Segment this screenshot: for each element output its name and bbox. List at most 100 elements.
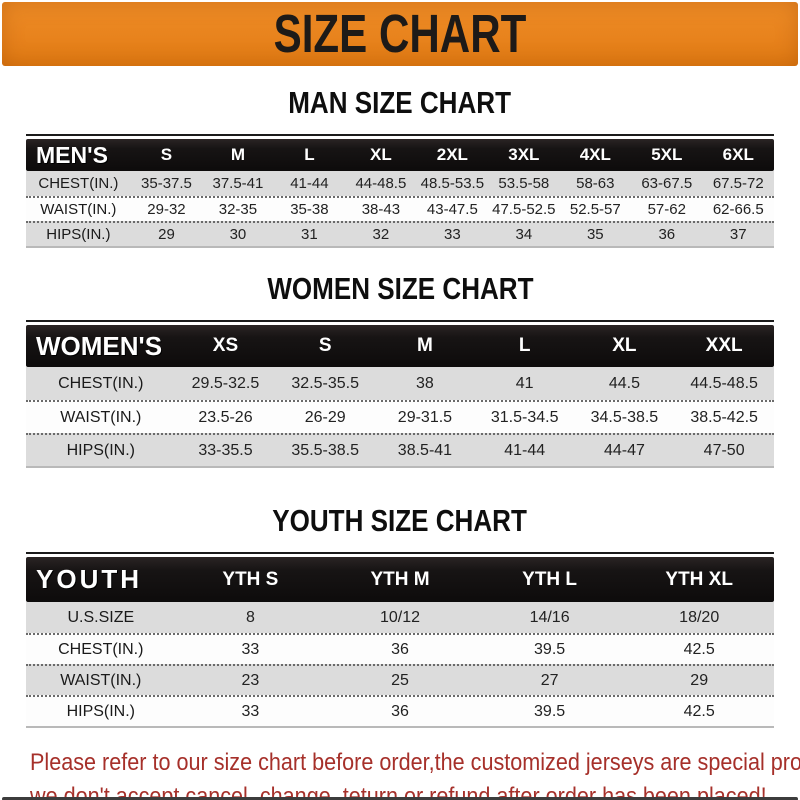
row-label: HIPS(IN.) (66, 441, 136, 459)
column-header: YTH M (370, 568, 430, 590)
table-cell: 44.5-48.5 (690, 374, 758, 392)
table-cell: 35 (586, 226, 604, 244)
size-chart-banner: SIZE CHART (2, 2, 798, 66)
table-cell: 33 (241, 702, 260, 720)
men-section-title-text: MAN SIZE CHART (288, 85, 512, 120)
table-cell: 29 (690, 671, 709, 689)
men-size-table: MEN'S S M L XL 2XL 3XL 4XL 5XL 6XL CHEST(IN.) 35-37… (26, 134, 774, 249)
table-cell: 26-29 (304, 408, 346, 426)
men-section: MAN SIZE CHART MEN'S S M L XL 2XL 3XL 4XL 5XL 6XL… (0, 85, 800, 249)
table-cell: 29-31.5 (397, 408, 453, 426)
table-cell: 38.5-41 (397, 441, 453, 459)
table-cell: 35-38 (290, 201, 329, 219)
column-header: M (230, 145, 245, 165)
column-header: 4XL (579, 145, 611, 165)
column-header: L (518, 335, 531, 357)
table-cell: 42.5 (683, 702, 715, 720)
table-row: CHEST(IN.) 33 36 39.5 42.5 (26, 633, 774, 665)
table-cell: 14/16 (529, 608, 570, 626)
youth-section: YOUTH SIZE CHART YOUTH YTH S YTH M YTH L YTH… (0, 504, 800, 729)
youth-section-title: YOUTH SIZE CHART (0, 504, 800, 538)
table-cell: 32 (372, 226, 390, 244)
column-header: YTH L (522, 568, 578, 590)
table-cell: 33 (444, 226, 461, 244)
youth-size-table: YOUTH YTH S YTH M YTH L YTH XL U.S.SIZE 8 10/12… (26, 552, 774, 729)
table-cell: 41-44 (290, 175, 329, 193)
table-cell: 41 (515, 374, 534, 392)
column-header: 2XL (436, 145, 468, 165)
table-cell: 48.5-53.5 (420, 175, 485, 193)
bottom-edge-line (2, 797, 798, 800)
table-cell: 37 (729, 226, 747, 244)
row-label: CHEST(IN.) (58, 374, 144, 392)
table-row: WAIST(IN.) 23 25 27 29 (26, 664, 774, 696)
table-cell: 62-66.5 (712, 201, 764, 219)
table-cell: 35.5-38.5 (291, 441, 359, 459)
table-cell: 67.5-72 (712, 175, 764, 193)
column-header: XL (612, 335, 637, 357)
women-section-title-text: WOMEN SIZE CHART (266, 271, 534, 307)
table-cell: 38-43 (361, 201, 401, 219)
footer-disclaimer: Please refer to our size chart before or… (30, 746, 800, 800)
table-cell: 36 (391, 702, 409, 720)
table-cell: 38 (416, 374, 434, 392)
row-label: WAIST(IN.) (60, 408, 142, 426)
table-cell: 33 (241, 640, 260, 658)
table-cell: 42.5 (683, 640, 715, 658)
column-header: YTH XL (665, 568, 733, 590)
table-cell: 29-32 (147, 201, 186, 219)
column-header: XXL (705, 335, 743, 357)
table-cell: 18/20 (679, 608, 720, 626)
women-section-title: WOMEN SIZE CHART (0, 271, 800, 307)
column-header: 6XL (722, 145, 754, 165)
table-cell: 25 (391, 671, 409, 689)
table-cell: 39.5 (534, 702, 566, 720)
row-label: WAIST(IN.) (40, 201, 117, 219)
table-cell: 32-35 (218, 201, 258, 219)
table-header-label: YOUTH (36, 564, 142, 595)
column-header: S (160, 145, 173, 165)
table-row: WAIST(IN.) 23.5-26 26-29 29-31.5 31.5-34.5 34… (26, 400, 774, 434)
table-cell: 44.5 (608, 374, 640, 392)
table-header-row: MEN'S S M L XL 2XL 3XL 4XL 5XL 6XL (26, 139, 774, 172)
column-header: S (318, 335, 332, 357)
row-label: HIPS(IN.) (46, 226, 111, 244)
table-cell: 23.5-26 (198, 408, 253, 426)
table-header-row: YOUTH YTH S YTH M YTH L YTH XL (26, 557, 774, 603)
table-cell: 23 (241, 671, 260, 689)
table-row: CHEST(IN.) 35-37.5 37.5-41 41-44 44-48.5 48.5… (26, 171, 774, 197)
table-header-row: WOMEN'S XS S M L XL XXL (26, 325, 774, 368)
table-cell: 10/12 (379, 608, 421, 626)
table-cell: 34.5-38.5 (590, 408, 659, 426)
table-cell: 38.5-42.5 (690, 408, 758, 426)
table-cell: 41-44 (504, 441, 546, 459)
column-header: 3XL (508, 145, 540, 165)
table-cell: 35-37.5 (141, 175, 192, 193)
column-header: YTH S (222, 568, 279, 590)
men-section-title: MAN SIZE CHART (0, 85, 800, 120)
table-cell: 52.5-57 (569, 201, 621, 219)
youth-section-title-text: YOUTH SIZE CHART (272, 503, 528, 539)
table-cell: 47.5-52.5 (492, 201, 556, 219)
table-cell: 37.5-41 (212, 175, 264, 193)
row-label: CHEST(IN.) (38, 175, 119, 193)
banner-title: SIZE CHART (273, 4, 527, 64)
table-cell: 27 (540, 671, 559, 689)
table-cell: 36 (658, 226, 676, 244)
table-cell: 57-62 (647, 201, 686, 219)
column-header: XL (370, 145, 392, 165)
table-row: WAIST(IN.) 29-32 32-35 35-38 38-43 43-47.5 47.… (26, 196, 774, 222)
table-header-label: MEN'S (36, 141, 108, 168)
column-header: 5XL (651, 145, 683, 165)
table-cell: 53.5-58 (498, 175, 550, 193)
row-label: HIPS(IN.) (66, 702, 136, 720)
table-cell: 33-35.5 (198, 441, 253, 459)
table-row: HIPS(IN.) 33-35.5 35.5-38.5 38.5-41 41-44 44-… (26, 433, 774, 467)
table-row: U.S.SIZE 8 10/12 14/16 18/20 (26, 602, 774, 634)
table-row: HIPS(IN.) 33 36 39.5 42.5 (26, 695, 774, 727)
table-cell: 44-48.5 (355, 175, 407, 193)
footer-disclaimer-line1: Please refer to our size chart before or… (30, 749, 800, 777)
table-row: CHEST(IN.) 29.5-32.5 32.5-35.5 38 41 44.5 44.5… (26, 367, 774, 401)
table-header-label: WOMEN'S (36, 330, 163, 361)
row-label: WAIST(IN.) (60, 671, 142, 689)
